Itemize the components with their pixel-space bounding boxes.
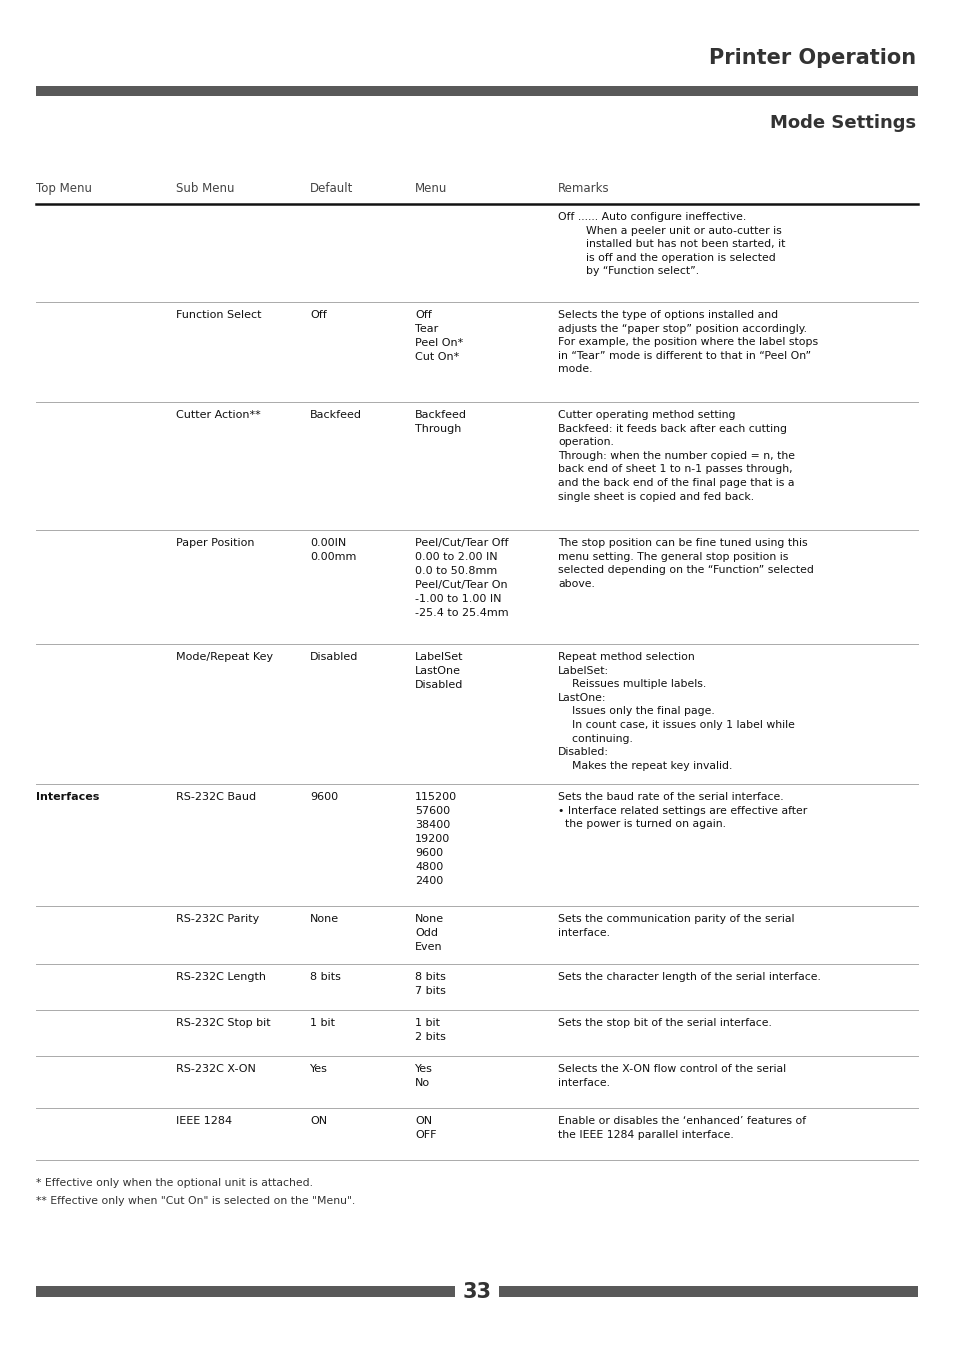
Text: Function Select: Function Select xyxy=(176,310,262,319)
Text: Menu: Menu xyxy=(415,182,447,195)
Text: IEEE 1284: IEEE 1284 xyxy=(176,1116,233,1126)
Text: Paper Position: Paper Position xyxy=(176,538,254,549)
Text: RS-232C Parity: RS-232C Parity xyxy=(176,914,259,923)
Text: RS-232C Baud: RS-232C Baud xyxy=(176,793,256,802)
Text: Peel/Cut/Tear Off
0.00 to 2.00 IN
0.0 to 50.8mm
Peel/Cut/Tear On
-1.00 to 1.00 I: Peel/Cut/Tear Off 0.00 to 2.00 IN 0.0 to… xyxy=(415,538,508,617)
Text: Selects the X-ON flow control of the serial
interface.: Selects the X-ON flow control of the ser… xyxy=(558,1064,785,1088)
Text: Sets the communication parity of the serial
interface.: Sets the communication parity of the ser… xyxy=(558,914,794,938)
Text: Yes: Yes xyxy=(310,1064,328,1074)
Text: ON: ON xyxy=(310,1116,327,1126)
Text: 8 bits
7 bits: 8 bits 7 bits xyxy=(415,972,445,996)
Text: None: None xyxy=(310,914,339,923)
Bar xyxy=(36,86,917,96)
Text: * Effective only when the optional unit is attached.: * Effective only when the optional unit … xyxy=(36,1178,313,1188)
Text: Mode/Repeat Key: Mode/Repeat Key xyxy=(176,652,274,662)
Text: Sub Menu: Sub Menu xyxy=(176,182,234,195)
Text: Yes
No: Yes No xyxy=(415,1064,433,1088)
Text: None
Odd
Even: None Odd Even xyxy=(415,914,444,952)
Text: 115200
57600
38400
19200
9600
4800
2400: 115200 57600 38400 19200 9600 4800 2400 xyxy=(415,793,456,886)
Text: ON
OFF: ON OFF xyxy=(415,1116,436,1140)
Text: Interfaces: Interfaces xyxy=(36,793,99,802)
Text: Repeat method selection
LabelSet:
    Reissues multiple labels.
LastOne:
    Iss: Repeat method selection LabelSet: Reissu… xyxy=(558,652,794,771)
Text: RS-232C X-ON: RS-232C X-ON xyxy=(176,1064,256,1074)
Text: Remarks: Remarks xyxy=(558,182,609,195)
Text: Sets the baud rate of the serial interface.
• Interface related settings are eff: Sets the baud rate of the serial interfa… xyxy=(558,793,806,829)
Text: 33: 33 xyxy=(462,1282,491,1302)
Text: RS-232C Length: RS-232C Length xyxy=(176,972,266,981)
Text: Off
Tear
Peel On*
Cut On*: Off Tear Peel On* Cut On* xyxy=(415,310,463,363)
Text: Cutter Action**: Cutter Action** xyxy=(176,410,261,421)
Text: LabelSet
LastOne
Disabled: LabelSet LastOne Disabled xyxy=(415,652,463,690)
Text: Sets the character length of the serial interface.: Sets the character length of the serial … xyxy=(558,972,821,981)
Text: Printer Operation: Printer Operation xyxy=(708,49,915,67)
Text: 9600: 9600 xyxy=(310,793,337,802)
Text: ** Effective only when "Cut On" is selected on the "Menu".: ** Effective only when "Cut On" is selec… xyxy=(36,1196,355,1206)
Text: 1 bit
2 bits: 1 bit 2 bits xyxy=(415,1018,445,1042)
Text: Cutter operating method setting
Backfeed: it feeds back after each cutting
opera: Cutter operating method setting Backfeed… xyxy=(558,410,794,501)
Text: Mode Settings: Mode Settings xyxy=(769,115,915,132)
Text: The stop position can be fine tuned using this
menu setting. The general stop po: The stop position can be fine tuned usin… xyxy=(558,538,813,589)
Text: 8 bits: 8 bits xyxy=(310,972,340,981)
Text: Disabled: Disabled xyxy=(310,652,358,662)
Text: Top Menu: Top Menu xyxy=(36,182,92,195)
Text: RS-232C Stop bit: RS-232C Stop bit xyxy=(176,1018,271,1029)
Text: Backfeed: Backfeed xyxy=(310,410,362,421)
Text: Default: Default xyxy=(310,182,353,195)
Bar xyxy=(498,1286,917,1297)
Text: Sets the stop bit of the serial interface.: Sets the stop bit of the serial interfac… xyxy=(558,1018,771,1029)
Text: 1 bit: 1 bit xyxy=(310,1018,335,1029)
Text: Enable or disables the ‘enhanced’ features of
the IEEE 1284 parallel interface.: Enable or disables the ‘enhanced’ featur… xyxy=(558,1116,805,1139)
Text: Selects the type of options installed and
adjusts the “paper stop” position acco: Selects the type of options installed an… xyxy=(558,310,818,375)
Text: Backfeed
Through: Backfeed Through xyxy=(415,410,467,434)
Bar xyxy=(36,1286,455,1297)
Text: 0.00IN
0.00mm: 0.00IN 0.00mm xyxy=(310,538,356,562)
Text: Off: Off xyxy=(310,310,327,319)
Text: Off ...... Auto configure ineffective.
        When a peeler unit or auto-cutter: Off ...... Auto configure ineffective. W… xyxy=(558,212,784,276)
